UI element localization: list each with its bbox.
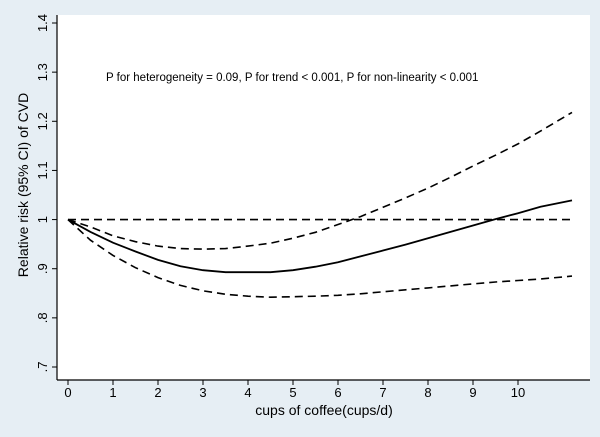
plot-area	[57, 15, 590, 380]
annotation-text: P for heterogeneity = 0.09, P for trend …	[106, 72, 478, 84]
x-tick-label: 2	[154, 385, 161, 400]
x-tick-label: 5	[289, 385, 296, 400]
y-tick-label: .8	[35, 312, 50, 323]
y-tick-label: 1.4	[35, 14, 50, 32]
y-tick-label: 1.1	[35, 161, 50, 179]
y-tick-label: .9	[35, 263, 50, 274]
x-tick-label: 4	[244, 385, 251, 400]
axes-layer	[56, 15, 590, 381]
series-line-2	[67, 219, 573, 299]
series-line-1	[67, 111, 573, 250]
series-line-0	[67, 199, 573, 274]
series-layer	[67, 111, 573, 299]
x-tick-label: 6	[334, 385, 341, 400]
y-axis-label: Relative risk (95% CI) of CVD	[15, 93, 31, 277]
x-tick-label: 0	[64, 385, 71, 400]
x-tick-label: 3	[199, 385, 206, 400]
x-tick-label: 1	[109, 385, 116, 400]
x-axis-label: cups of coffee(cups/d)	[255, 402, 392, 418]
y-tick-label: 1.2	[35, 112, 50, 130]
x-tick-label: 9	[469, 385, 476, 400]
x-tick-label: 8	[424, 385, 431, 400]
y-tick-label: 1	[35, 216, 50, 223]
x-tick-label: 7	[379, 385, 386, 400]
y-tick-label: .7	[35, 362, 50, 373]
x-tick-label: 10	[511, 385, 525, 400]
ticks-layer: 0 1 2 3 4 5 6 7 8 9 10 .7 .8 .9 1 1.1 1.2 1.3 1.4	[35, 14, 525, 400]
y-tick-label: 1.3	[35, 63, 50, 81]
